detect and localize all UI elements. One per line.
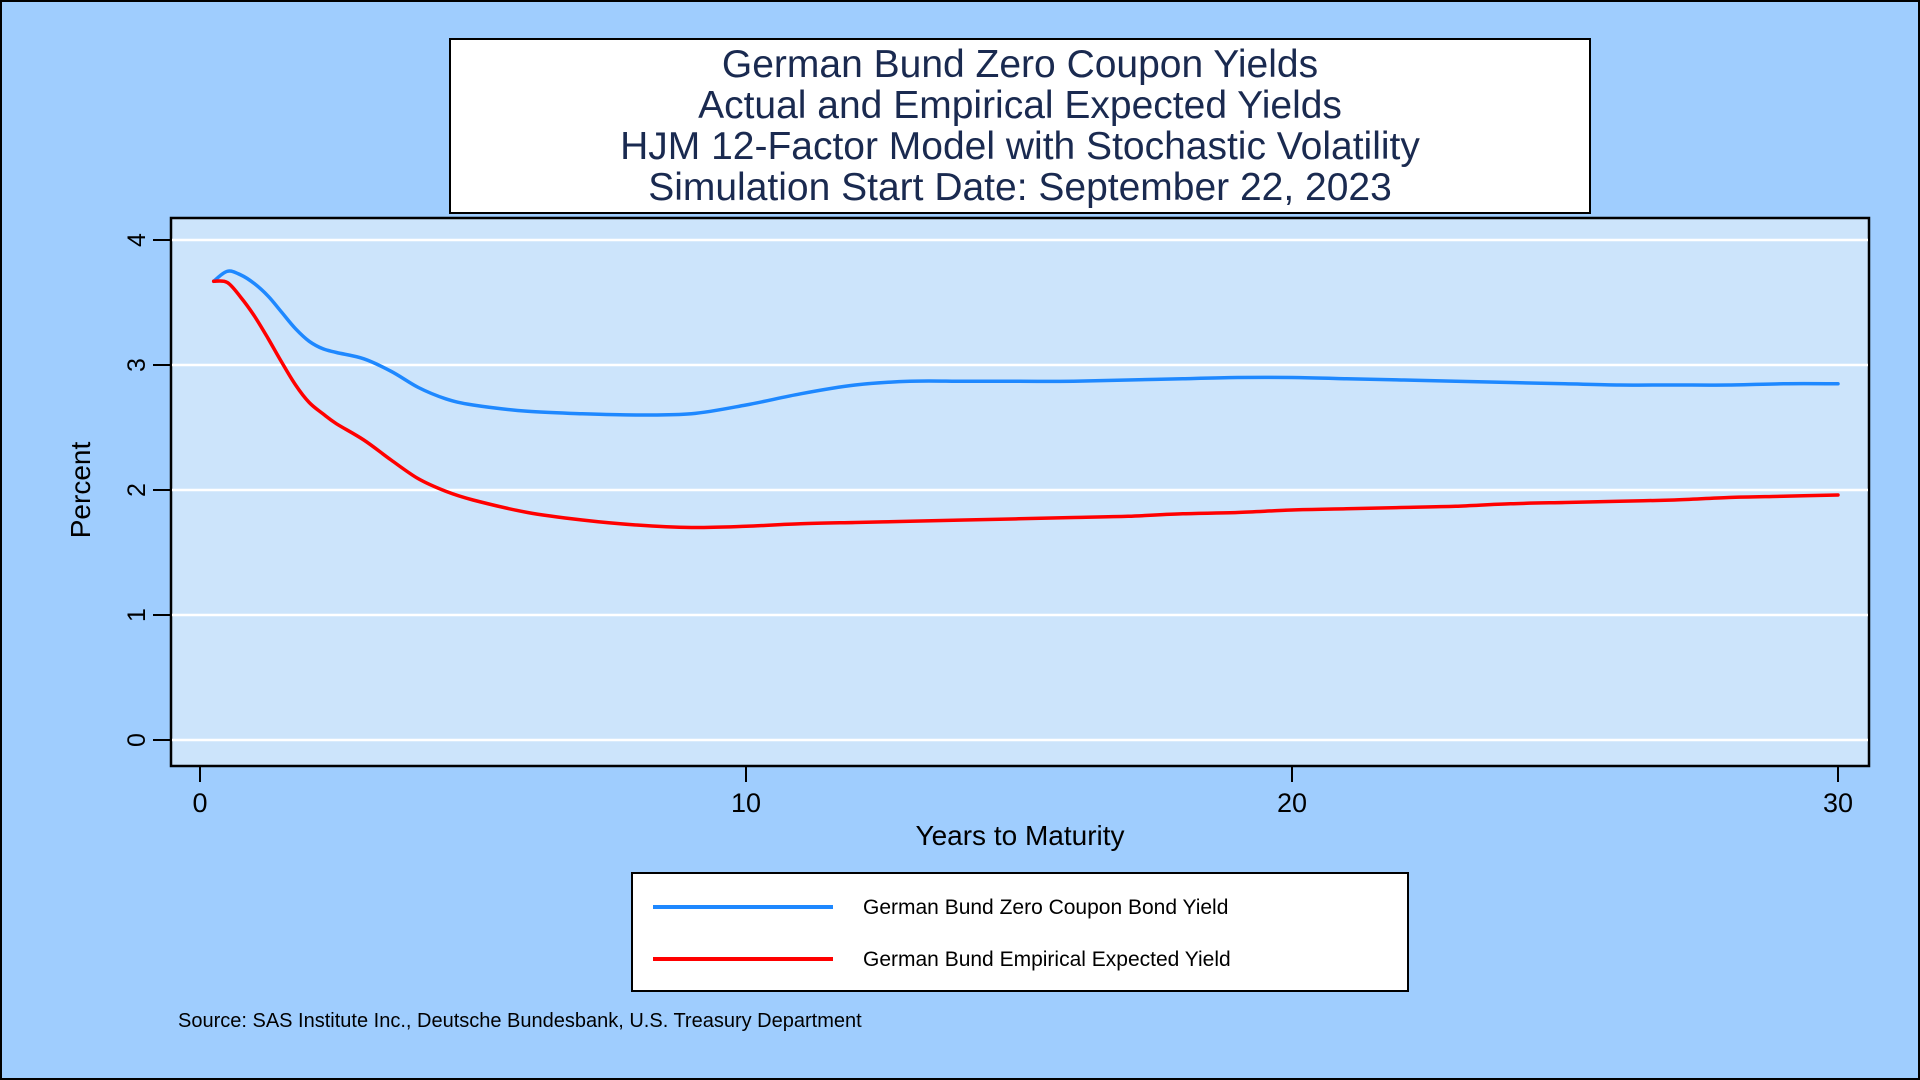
legend-item-zero-coupon: German Bund Zero Coupon Bond Yield [633, 892, 1407, 922]
y-axis-label: Percent [65, 442, 96, 539]
legend-item-expected: German Bund Empirical Expected Yield [633, 944, 1407, 974]
x-tick-label: 0 [192, 788, 207, 818]
legend-swatch-expected [653, 957, 833, 961]
gridlines [172, 238, 1868, 742]
legend-swatch-zero-coupon [653, 905, 833, 909]
chart-title-box: German Bund Zero Coupon Yields Actual an… [449, 38, 1591, 214]
chart-title-line-3: HJM 12-Factor Model with Stochastic Vola… [620, 125, 1420, 168]
legend-label-zero-coupon: German Bund Zero Coupon Bond Yield [863, 896, 1229, 919]
chart-title-line-4: Simulation Start Date: September 22, 202… [648, 166, 1392, 209]
legend: German Bund Zero Coupon Bond Yield Germa… [631, 872, 1409, 992]
plot-area [169, 216, 1871, 768]
y-tick-label: 1 [123, 608, 151, 622]
x-tick-label: 30 [1823, 788, 1853, 818]
chart-title-line-2: Actual and Empirical Expected Yields [698, 84, 1342, 127]
x-axis: 0 10 20 30 [192, 766, 1853, 818]
series-layer [211, 269, 1840, 530]
x-tick-label: 10 [731, 788, 761, 818]
source-note: Source: SAS Institute Inc., Deutsche Bun… [178, 1010, 862, 1032]
x-axis-label: Years to Maturity [915, 820, 1124, 851]
y-axis: 0 1 2 3 4 [123, 233, 171, 747]
legend-label-expected: German Bund Empirical Expected Yield [863, 948, 1231, 971]
series-line-expected-yield [211, 279, 1840, 530]
y-tick-label: 3 [123, 358, 151, 372]
y-tick-label: 0 [123, 733, 151, 747]
series-line-zero-coupon-yield [211, 269, 1840, 417]
y-tick-label: 4 [123, 233, 151, 247]
chart-title-line-1: German Bund Zero Coupon Yields [721, 43, 1319, 86]
x-tick-label: 20 [1277, 788, 1307, 818]
y-tick-label: 2 [123, 483, 151, 497]
